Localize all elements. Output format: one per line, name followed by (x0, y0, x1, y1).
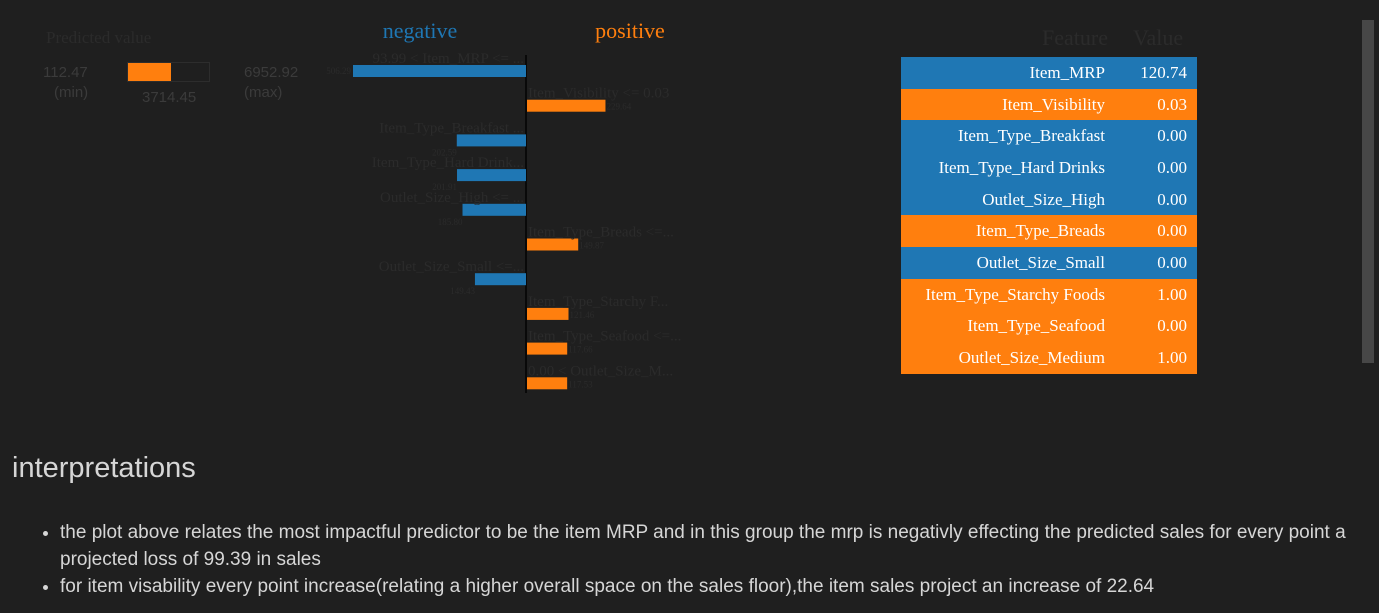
predicted-value-title: Predicted value (46, 28, 152, 47)
feature-label: Item_Type_Breads <=... (528, 225, 674, 241)
table-cell-feature: Item_Type_Breakfast (957, 126, 1105, 146)
interpretations-list: the plot above relates the most impactfu… (20, 519, 1379, 600)
table-cell-feature: Outlet_Size_Medium (958, 348, 1105, 368)
table-row: Item_MRP 120.74 (901, 57, 1197, 89)
table-cell-feature: Item_Type_Seafood (967, 316, 1105, 336)
legend-negative: negative (383, 18, 458, 43)
bar-value-label: 149.43 (450, 286, 475, 296)
predicted-value-bar-fill (128, 63, 171, 81)
bar-value-label: 149.87 (579, 241, 604, 251)
bar-negative (474, 273, 526, 286)
bar-positive (527, 377, 568, 390)
predicted-max-label: (max) (244, 84, 283, 101)
predicted-min-label: (min) (54, 84, 89, 101)
table-cell-feature: Item_Type_Starchy Foods (925, 284, 1105, 304)
table-cell-value: 0.00 (1157, 221, 1187, 241)
bar-value-label: 121.46 (570, 310, 595, 320)
table-cell-feature: Item_Type_Breads (975, 221, 1105, 241)
table-cell-feature: Outlet_Size_Small (976, 252, 1105, 272)
table-cell-feature: Item_MRP (1029, 62, 1105, 82)
table-cell-value: 0.00 (1157, 157, 1187, 177)
table-row: Item_Type_Breakfast 0.00 (901, 120, 1197, 153)
feature-label: Outlet_Size_High <= ... (380, 190, 524, 206)
table-cell-value: 0.03 (1157, 94, 1187, 114)
feature-label: 93.99 < Item_MRP <= ... (373, 51, 525, 67)
table-row: Item_Type_Seafood 0.00 (901, 310, 1197, 343)
bar-value-label: 117.53 (568, 379, 593, 389)
table-cell-feature: Item_Type_Hard Drinks (938, 157, 1105, 177)
table-row: Outlet_Size_Small 0.00 (901, 247, 1197, 279)
bar-positive (527, 342, 568, 355)
legend-positive: positive (595, 18, 665, 43)
table-row: Item_Type_Breads 0.00 (901, 215, 1197, 248)
bar-negative (456, 134, 526, 147)
bar-negative (462, 203, 526, 216)
bar-value-label: 185.80 (438, 217, 463, 227)
feature-label: Item_Type_Hard Drink... (372, 155, 524, 171)
table-row: Outlet_Size_Medium 1.00 (901, 342, 1197, 374)
table-cell-feature: Item_Visibility (1002, 94, 1105, 114)
bar-positive (527, 238, 579, 251)
feature-label: Item_Type_Starchy F... (528, 294, 668, 310)
table-row: Item_Type_Hard Drinks 0.00 (901, 152, 1197, 184)
table-cell-value: 1.00 (1157, 284, 1187, 304)
table-row: Item_Type_Starchy Foods 1.00 (901, 278, 1197, 311)
table-cell-value: 0.00 (1157, 189, 1187, 209)
vertical-scrollbar[interactable] (1362, 20, 1374, 363)
bar-value-label: 201.91 (432, 182, 457, 192)
predicted-max-value: 6952.92 (244, 64, 299, 81)
table-header-feature: Feature (1042, 25, 1108, 50)
table-row: Outlet_Size_High 0.00 (901, 183, 1197, 216)
feature-value-table: Item_MRP 120.74 Item_Visibility 0.03 Item_Ty… (901, 57, 1197, 374)
feature-contribution-chart: negative positive 93.99 < Item_MRP <= ..… (326, 18, 681, 393)
predicted-value: 3714.45 (142, 89, 197, 106)
bar-value-label: 229.64 (606, 102, 631, 112)
list-item: for item visability every point increase… (60, 573, 1379, 600)
bar-value-label: 117.66 (568, 345, 593, 355)
table-cell-value: 0.00 (1157, 252, 1187, 272)
feature-label: Outlet_Size_Small <=... (379, 259, 524, 275)
interpretations-heading: interpretations (12, 452, 196, 484)
table-row: Item_Visibility 0.03 (901, 88, 1197, 121)
table-cell-value: 1.00 (1157, 348, 1187, 368)
table-cell-feature: Outlet_Size_High (982, 189, 1105, 209)
predicted-min-value: 112.47 (43, 64, 88, 81)
predicted-value-bar (127, 62, 210, 82)
table-header-value: Value (1133, 25, 1184, 50)
feature-label: Item_Type_Seafood <=... (528, 329, 681, 345)
bar-positive (527, 99, 606, 112)
bar-negative (457, 169, 526, 182)
feature-label: Item_Type_Breakfast ... (379, 120, 524, 136)
table-cell-value: 120.74 (1140, 62, 1187, 82)
table-cell-value: 0.00 (1157, 126, 1187, 146)
feature-label: 0.00 < Outlet_Size_M... (528, 363, 673, 379)
table-cell-value: 0.00 (1157, 316, 1187, 336)
bar-negative (353, 65, 526, 77)
bar-value-label: 506.29 (326, 66, 351, 76)
feature-label: Item_Visibility <= 0.03 (528, 86, 669, 102)
list-item: the plot above relates the most impactfu… (60, 519, 1379, 573)
bar-value-label: 202.59 (432, 147, 457, 157)
bar-positive (527, 307, 569, 320)
